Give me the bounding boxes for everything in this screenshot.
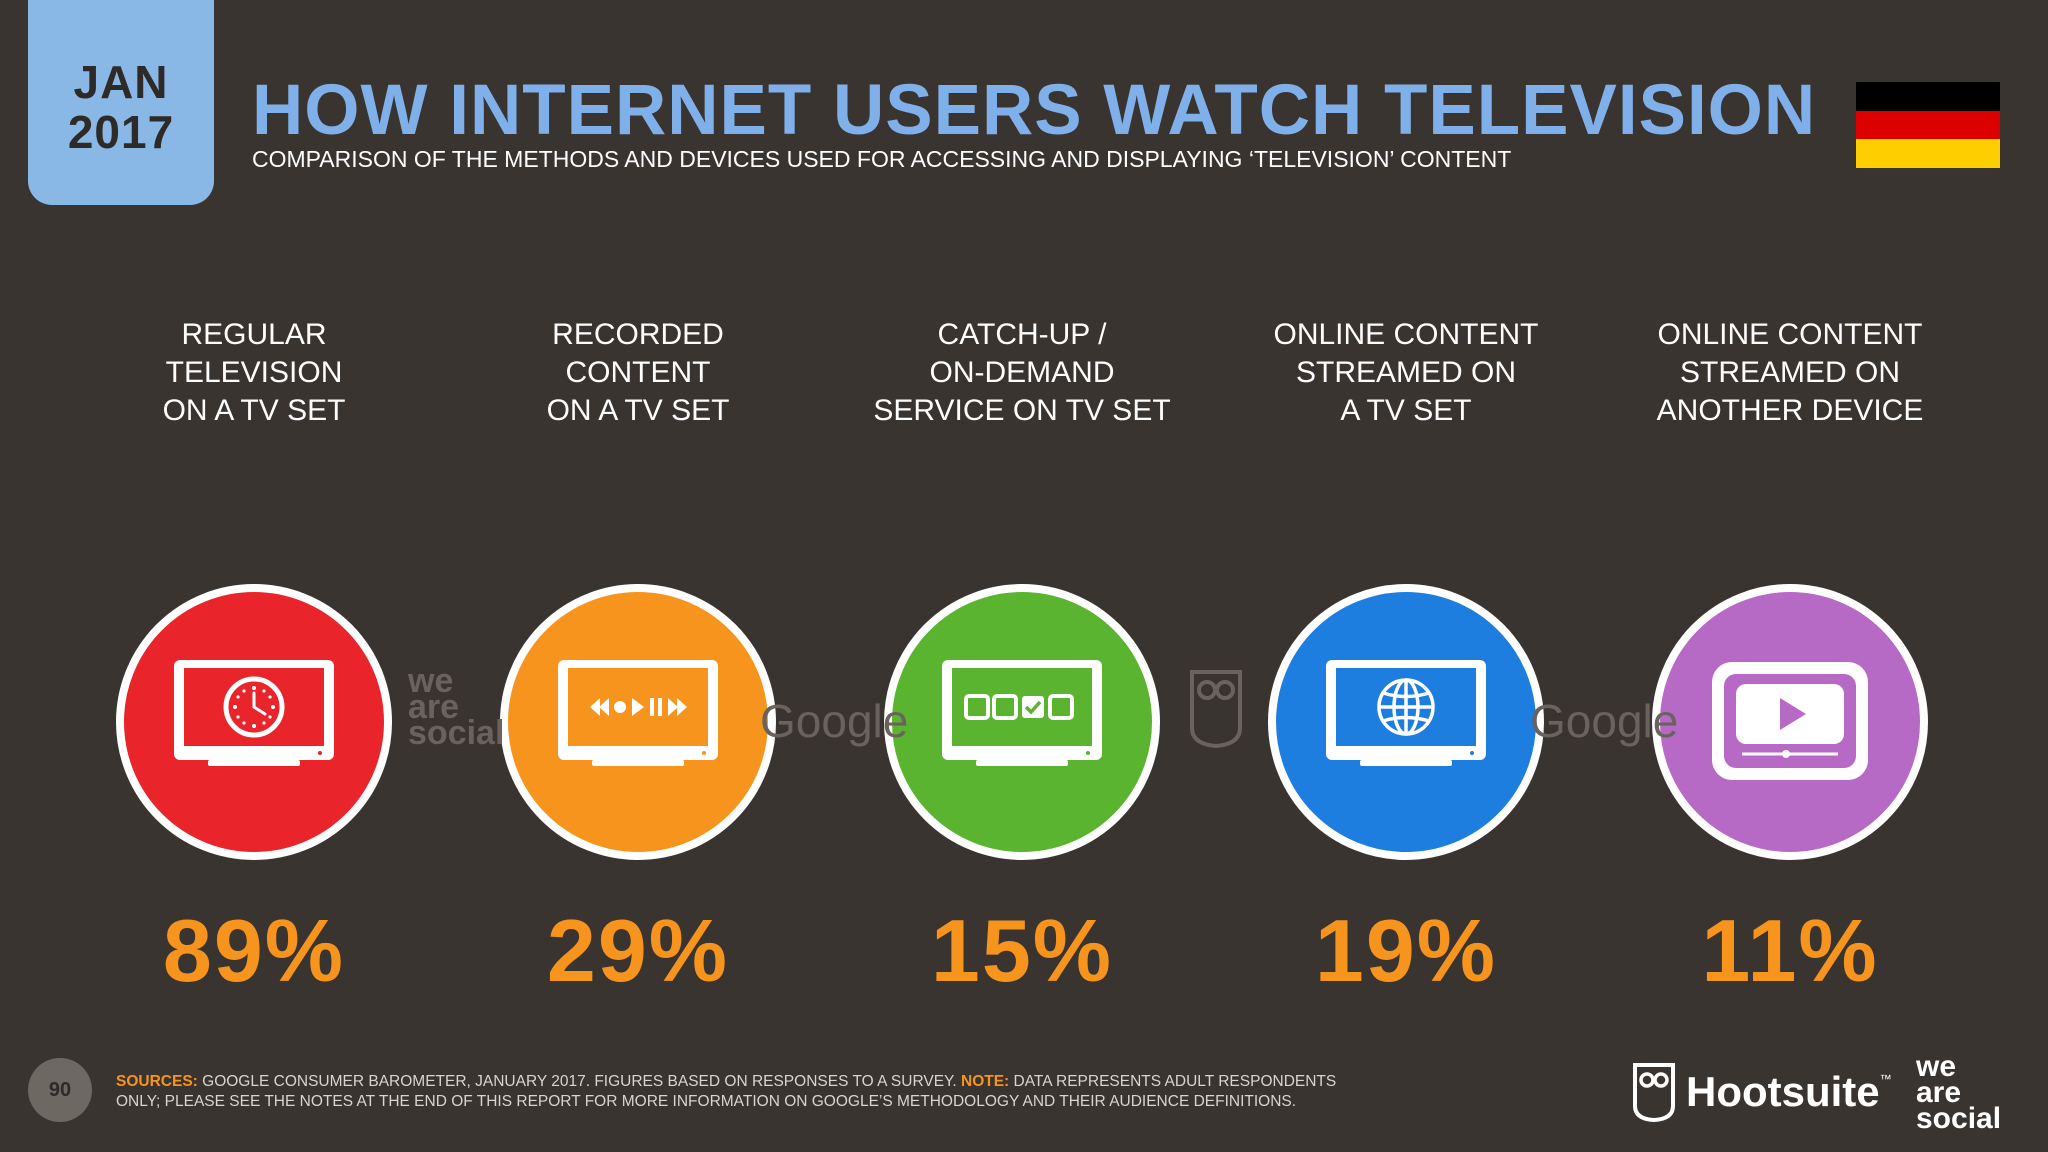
flag-stripe-gold: [1856, 139, 2000, 169]
method-value: 15%: [930, 901, 1114, 1000]
page-subtitle: COMPARISON OF THE METHODS AND DEVICES US…: [252, 146, 1512, 172]
note-text: DATA REPRESENTS ADULT RESPONDENTS ONLY; …: [116, 1073, 1337, 1110]
label-line: REGULAR: [181, 318, 327, 351]
date-tab: JAN 2017: [28, 0, 214, 205]
sources-label: SOURCES:: [116, 1073, 198, 1090]
label-line: ONLINE CONTENT: [1273, 318, 1539, 351]
method-regular-tv: REGULAR TELEVISION ON A TV SET 89%: [62, 316, 446, 1002]
method-label: ONLINE CONTENT STREAMED ON ANOTHER DEVIC…: [1598, 316, 1982, 436]
owl-watermark-icon: [1188, 668, 1244, 753]
method-label: CATCH-UP / ON-DEMAND SERVICE ON TV SET: [830, 316, 1214, 436]
hootsuite-logo: Hootsuite ™: [1632, 1062, 1892, 1122]
globe-tv-icon: [1268, 584, 1544, 860]
label-line: RECORDED: [552, 318, 724, 351]
label-line: STREAMED ON: [1679, 356, 1901, 389]
google-watermark: Google: [760, 695, 909, 747]
method-value: 19%: [1314, 901, 1498, 1000]
google-watermark: Google: [1530, 695, 1679, 747]
label-line: ON A TV SET: [546, 394, 730, 427]
date-year: 2017: [67, 105, 175, 158]
flag-stripe-black: [1856, 82, 2000, 111]
method-value: 89%: [162, 901, 346, 1000]
page-number: 90: [28, 1058, 92, 1122]
label-line: SERVICE ON TV SET: [873, 394, 1171, 427]
watermark-line: are: [408, 688, 460, 726]
trademark: ™: [1879, 1072, 1892, 1086]
method-label: RECORDED CONTENT ON A TV SET: [446, 316, 830, 436]
label-line: CATCH-UP /: [937, 318, 1107, 351]
method-label: ONLINE CONTENT STREAMED ON A TV SET: [1214, 316, 1598, 436]
sources-text: GOOGLE CONSUMER BAROMETER, JANUARY 2017.…: [197, 1073, 961, 1090]
germany-flag-icon: [1856, 82, 2000, 169]
label-line: ON-DEMAND: [929, 356, 1115, 389]
method-online-streamed-other-device: ONLINE CONTENT STREAMED ON ANOTHER DEVIC…: [1598, 316, 1982, 1002]
label-line: CONTENT: [565, 356, 711, 389]
video-player-icon: [1652, 584, 1928, 860]
page-title: HOW INTERNET USERS WATCH TELEVISION: [252, 71, 1817, 150]
selection-boxes-tv-icon: [884, 584, 1160, 860]
label-line: TELEVISION: [165, 356, 343, 389]
watermark-line: social: [408, 714, 505, 752]
method-recorded-content: RECORDED CONTENT ON A TV SET 29%: [446, 316, 830, 1002]
date-month: JAN: [73, 55, 169, 108]
clock-tv-icon: [116, 584, 392, 860]
method-value: 29%: [546, 901, 730, 1000]
method-value: 11%: [1701, 901, 1879, 1000]
sources-note: SOURCES: GOOGLE CONSUMER BAROMETER, JANU…: [116, 1072, 1356, 1112]
label-line: ON A TV SET: [162, 394, 346, 427]
label-line: A TV SET: [1340, 394, 1472, 427]
label-line: STREAMED ON: [1295, 356, 1517, 389]
label-line: ANOTHER DEVICE: [1656, 394, 1924, 427]
method-online-streamed-tv: ONLINE CONTENT STREAMED ON A TV SET 19%: [1214, 316, 1598, 1002]
logo-line: we: [1916, 1050, 1957, 1083]
flag-stripe-red: [1856, 110, 2000, 140]
label-line: ONLINE CONTENT: [1657, 318, 1923, 351]
method-catch-up-on-demand: CATCH-UP / ON-DEMAND SERVICE ON TV SET 1…: [830, 316, 1214, 1002]
method-label: REGULAR TELEVISION ON A TV SET: [62, 316, 446, 436]
we-are-social-logo: we are social: [1916, 1050, 2002, 1135]
hootsuite-wordmark: Hootsuite: [1686, 1068, 1880, 1115]
note-label: NOTE:: [961, 1073, 1010, 1090]
logo-line: are: [1916, 1076, 1962, 1109]
we-are-social-watermark: we are social: [408, 662, 505, 752]
logo-line: social: [1916, 1102, 2002, 1135]
media-controls-tv-icon: [500, 584, 776, 860]
watermark-line: we: [408, 662, 454, 700]
owl-logo-icon: [1633, 1063, 1675, 1122]
